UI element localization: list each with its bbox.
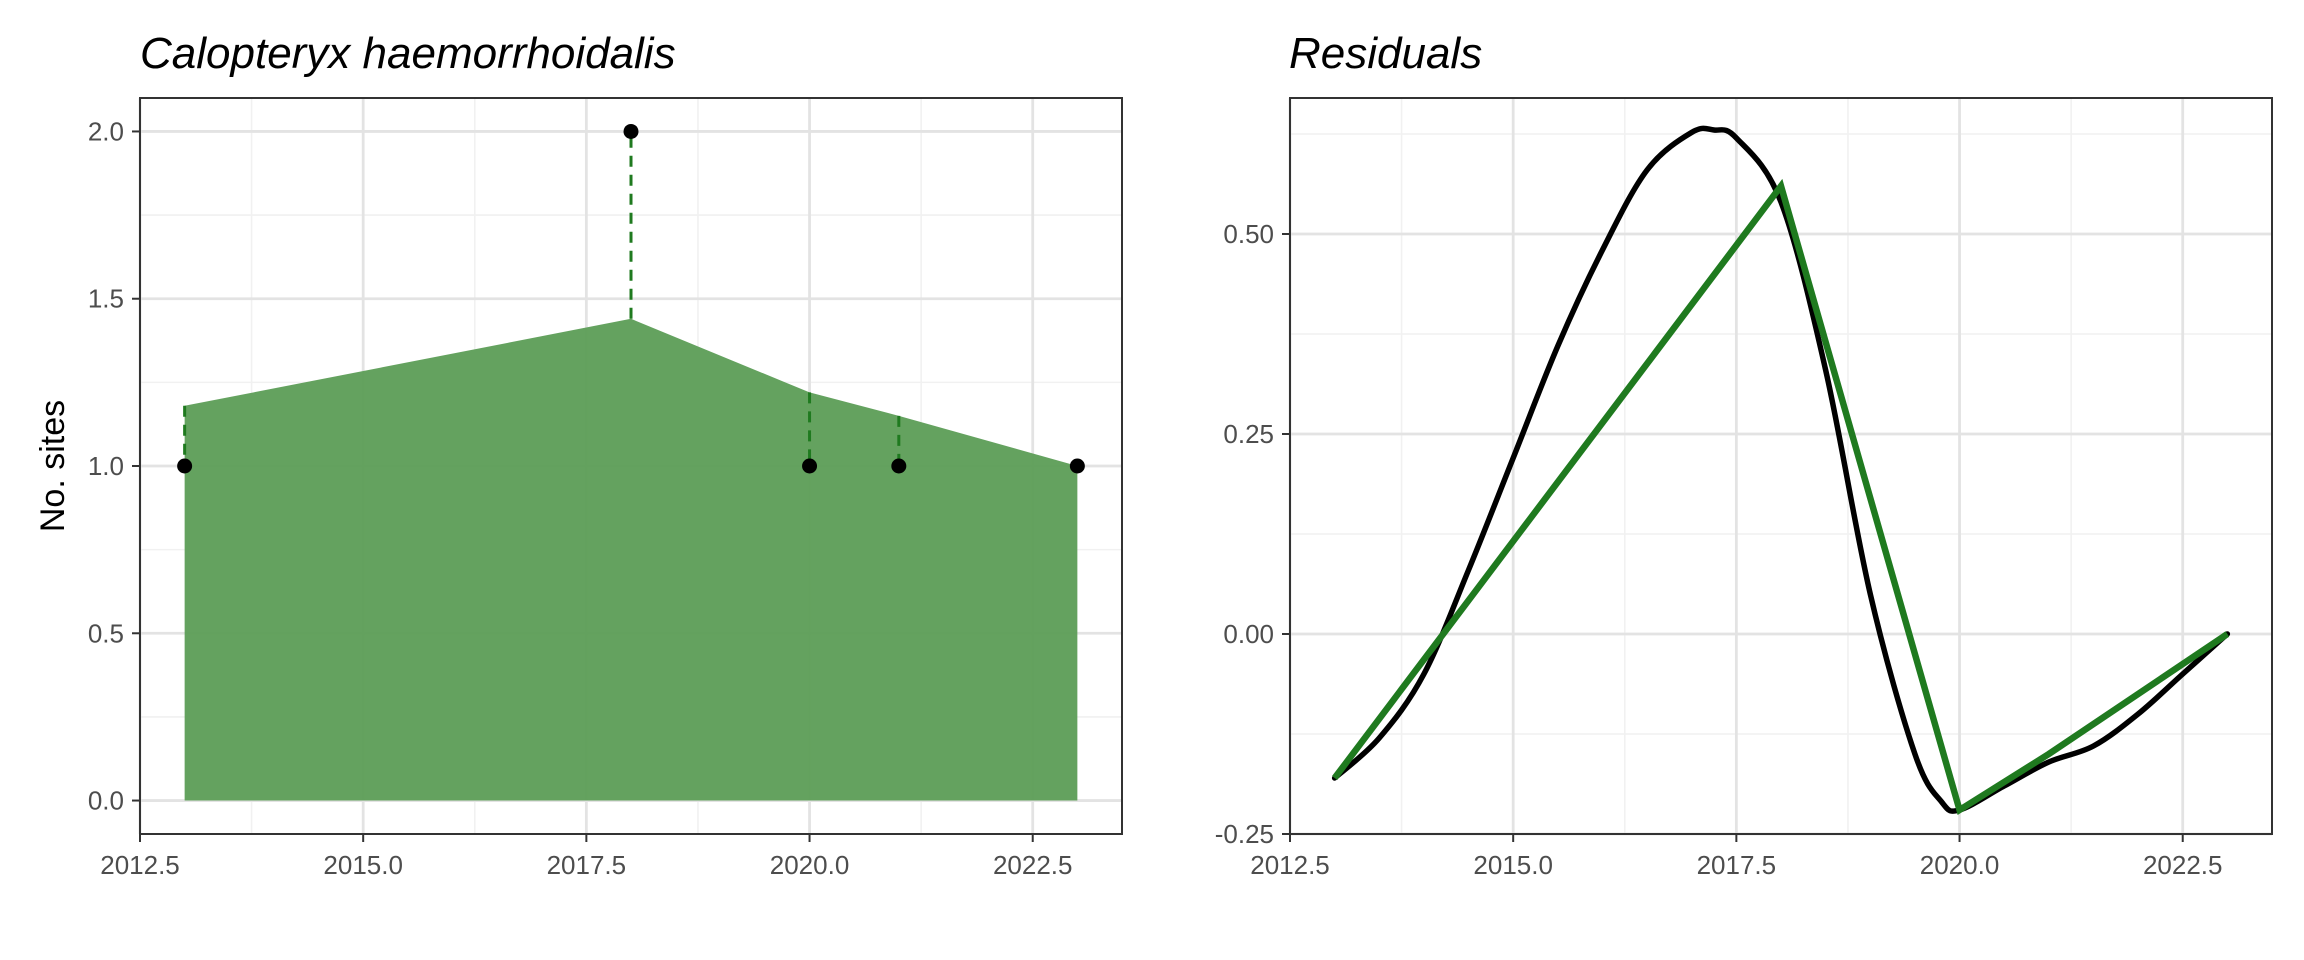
y-axis-title-calopteryx: No. sites — [34, 400, 72, 532]
fitted-area — [184, 318, 1078, 801]
residuals-x-tick-label: 2012.5 — [1250, 850, 1330, 880]
calopteryx-y-tick-label: 0.5 — [88, 618, 124, 648]
residuals-x-tick-label: 2017.5 — [1697, 850, 1777, 880]
observed-point — [1069, 458, 1085, 474]
observed-point — [177, 458, 193, 474]
calopteryx-x-tick-label: 2020.0 — [770, 850, 850, 880]
axes-residuals: 2012.5 2015.0 2017.5 2020.0 2022.5 -0.25 0.00 0… — [1215, 97, 2273, 880]
calopteryx-y-tick-label: 2.0 — [88, 116, 124, 146]
residuals-y-tick-label: -0.25 — [1215, 819, 1274, 849]
panel-title-calopteryx: Calopteryx haemorrhoidalis — [140, 29, 676, 78]
residuals-x-tick-label: 2022.5 — [2143, 850, 2223, 880]
calopteryx-x-tick-label: 2012.5 — [100, 850, 180, 880]
calopteryx-y-tick-label: 0.0 — [88, 786, 124, 816]
residuals-y-tick-label: 0.25 — [1223, 419, 1274, 449]
residuals-x-tick-label: 2020.0 — [1920, 850, 2000, 880]
residual-segments-calopteryx — [183, 131, 901, 466]
calopteryx-x-tick-label: 2022.5 — [993, 850, 1073, 880]
panel-title-residuals: Residuals — [1289, 29, 1482, 78]
area-layer-calopteryx — [184, 318, 1078, 801]
residuals-x-tick-label: 2015.0 — [1473, 850, 1553, 880]
calopteryx-x-tick-label: 2017.5 — [547, 850, 627, 880]
residual-line — [1332, 178, 2230, 816]
residuals-y-tick-label: 0.00 — [1223, 619, 1274, 649]
calopteryx-y-tick-label: 1.0 — [88, 451, 124, 481]
axes-calopteryx: 2012.5 2015.0 2017.5 2020.0 2022.5 0.0 0.5 1.0 1… — [88, 97, 1123, 880]
points-layer-calopteryx — [177, 123, 1085, 474]
calopteryx-x-tick-label: 2015.0 — [323, 850, 403, 880]
observed-point — [802, 458, 818, 474]
smooth-curve — [1331, 125, 2231, 814]
observed-point — [623, 123, 639, 139]
observed-point — [891, 458, 907, 474]
calopteryx-y-tick-label: 1.5 — [88, 284, 124, 314]
panel-calopteryx: Calopteryx haemorrhoidalis No. sites 201… — [34, 29, 1123, 880]
lines-layer-residuals — [1331, 125, 2231, 816]
residuals-panel-border — [1289, 97, 2273, 835]
panel-residuals: Residuals 2012.5 2015.0 2017.5 2020.0 2022.5… — [1215, 29, 2273, 880]
residuals-y-tick-label: 0.50 — [1223, 219, 1274, 249]
